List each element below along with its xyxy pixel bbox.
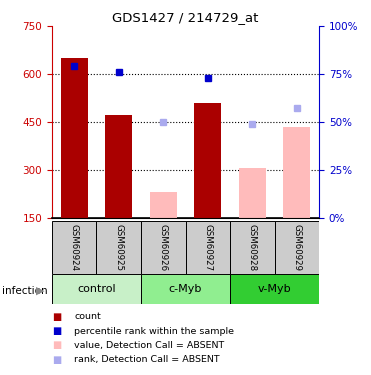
Bar [239,168,266,217]
Text: ▶: ▶ [36,286,45,296]
Bar [275,221,319,274]
Text: ■: ■ [52,355,61,364]
Bar [96,221,141,274]
Bar [230,221,275,274]
Bar [61,58,88,217]
Bar [105,116,132,218]
Bar [194,103,221,218]
Bar [283,127,310,218]
Text: ■: ■ [52,340,61,350]
Bar [230,274,319,304]
Text: count: count [74,312,101,321]
Text: ■: ■ [52,326,61,336]
Text: GSM60929: GSM60929 [292,224,301,271]
Text: rank, Detection Call = ABSENT: rank, Detection Call = ABSENT [74,355,220,364]
Text: ■: ■ [52,312,61,322]
Bar [52,274,141,304]
Text: control: control [77,284,116,294]
Bar [150,192,177,217]
Text: GSM60928: GSM60928 [248,224,257,271]
Text: infection: infection [2,286,47,296]
Text: v-Myb: v-Myb [258,284,291,294]
Bar [141,274,230,304]
Text: c-Myb: c-Myb [169,284,202,294]
Title: GDS1427 / 214729_at: GDS1427 / 214729_at [112,11,259,24]
Text: GSM60927: GSM60927 [203,224,212,271]
Text: GSM60925: GSM60925 [114,224,123,271]
Text: value, Detection Call = ABSENT: value, Detection Call = ABSENT [74,341,224,350]
Text: GSM60924: GSM60924 [70,224,79,271]
Text: GSM60926: GSM60926 [159,224,168,271]
Text: percentile rank within the sample: percentile rank within the sample [74,327,234,336]
Bar [52,221,96,274]
Bar [141,221,186,274]
Bar [186,221,230,274]
